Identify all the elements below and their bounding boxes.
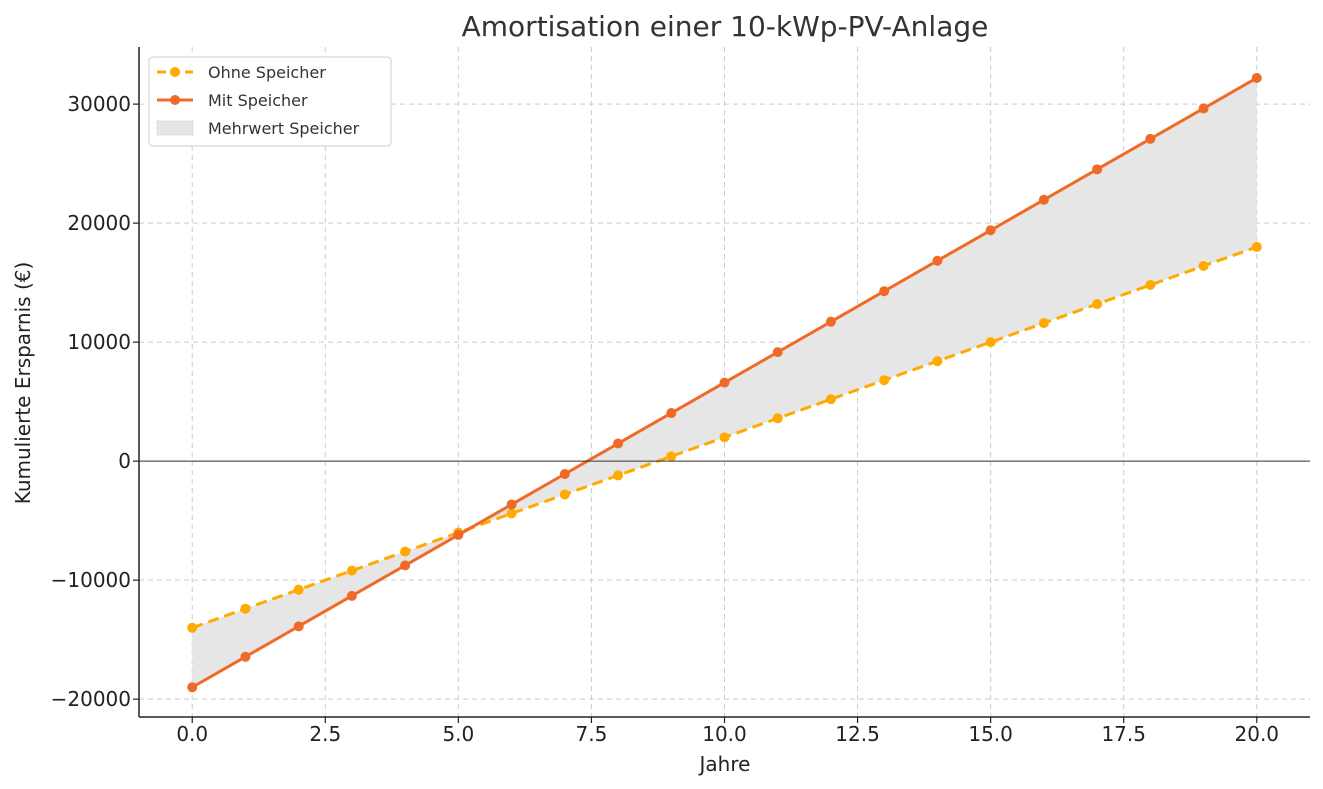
data-point-ohne-speicher xyxy=(506,508,517,519)
data-point-ohne-speicher xyxy=(293,584,304,595)
data-point-ohne-speicher xyxy=(1251,241,1262,252)
axes xyxy=(133,47,1310,723)
legend-item-ohne-speicher: Ohne Speicher xyxy=(157,63,326,82)
legend-marker-mit-speicher xyxy=(170,95,180,105)
y-tick-label: −20000 xyxy=(51,687,131,711)
y-tick-label: 20000 xyxy=(67,211,131,235)
data-point-mit-speicher xyxy=(613,438,624,449)
legend-item-mit-speicher: Mit Speicher xyxy=(157,91,308,110)
legend-label-ohne-speicher: Ohne Speicher xyxy=(208,63,326,82)
data-point-mit-speicher xyxy=(825,316,836,327)
data-point-mit-speicher xyxy=(240,651,251,662)
data-point-ohne-speicher xyxy=(932,356,943,367)
tick-labels: 0.0 2.5 5.0 7.5 10.0 12.5 15.0 17.5 20.0 −20000 −1… xyxy=(51,92,1279,746)
data-point-mit-speicher xyxy=(879,286,890,297)
data-point-mit-speicher xyxy=(1251,72,1262,83)
data-point-mit-speicher xyxy=(1038,194,1049,205)
data-point-mit-speicher xyxy=(1145,133,1156,144)
legend-label-mehrwert-speicher: Mehrwert Speicher xyxy=(208,119,360,138)
x-tick-label: 2.5 xyxy=(309,722,341,746)
legend-box xyxy=(148,56,392,147)
data-point-ohne-speicher xyxy=(346,565,357,576)
data-point-mit-speicher xyxy=(400,560,411,571)
data-point-ohne-speicher xyxy=(1038,318,1049,329)
x-tick-label: 0.0 xyxy=(176,722,208,746)
data-point-mit-speicher xyxy=(1198,103,1209,114)
data-point-mit-speicher xyxy=(187,682,198,693)
data-point-ohne-speicher xyxy=(400,546,411,557)
legend-swatch-mehrwert-speicher xyxy=(156,120,194,136)
y-axis-label: Kumulierte Ersparnis (€) xyxy=(11,262,35,505)
data-point-mit-speicher xyxy=(772,347,783,358)
legend-label-mit-speicher: Mit Speicher xyxy=(208,91,308,110)
data-point-mit-speicher xyxy=(985,225,996,236)
data-point-mit-speicher xyxy=(453,529,464,540)
data-point-mit-speicher xyxy=(293,621,304,632)
legend: Ohne Speicher Mit Speicher Mehrwert Spei… xyxy=(148,56,392,147)
chart-title: Amortisation einer 10-kWp-PV-Anlage xyxy=(462,10,989,43)
data-point-mit-speicher xyxy=(719,377,730,388)
data-point-mit-speicher xyxy=(932,255,943,266)
data-point-mit-speicher xyxy=(559,468,570,479)
data-point-ohne-speicher xyxy=(1198,260,1209,271)
y-tick-label: 30000 xyxy=(67,92,131,116)
data-point-ohne-speicher xyxy=(719,432,730,443)
legend-marker-ohne-speicher xyxy=(170,67,180,77)
x-tick-label: 17.5 xyxy=(1101,722,1146,746)
data-point-ohne-speicher xyxy=(985,337,996,348)
data-point-ohne-speicher xyxy=(772,413,783,424)
data-point-ohne-speicher xyxy=(1092,299,1103,310)
x-axis-label: Jahre xyxy=(698,752,751,776)
x-tick-label: 15.0 xyxy=(968,722,1013,746)
data-point-ohne-speicher xyxy=(559,489,570,500)
data-point-ohne-speicher xyxy=(240,603,251,614)
y-tick-label: 0 xyxy=(118,449,131,473)
data-point-ohne-speicher xyxy=(825,394,836,405)
series-mit-speicher xyxy=(187,72,1262,693)
data-point-mit-speicher xyxy=(506,499,517,510)
data-point-ohne-speicher xyxy=(187,622,198,633)
y-tick-label: 10000 xyxy=(67,330,131,354)
series-layer xyxy=(187,72,1262,693)
data-point-ohne-speicher xyxy=(666,451,677,462)
x-tick-label: 7.5 xyxy=(576,722,608,746)
data-point-ohne-speicher xyxy=(879,375,890,386)
x-tick-label: 10.0 xyxy=(702,722,747,746)
x-tick-label: 12.5 xyxy=(835,722,880,746)
data-point-mit-speicher xyxy=(346,590,357,601)
data-point-mit-speicher xyxy=(666,408,677,419)
data-point-mit-speicher xyxy=(1092,164,1103,175)
x-tick-label: 5.0 xyxy=(442,722,474,746)
data-point-ohne-speicher xyxy=(613,470,624,481)
y-tick-label: −10000 xyxy=(51,568,131,592)
data-point-ohne-speicher xyxy=(1145,280,1156,291)
legend-item-mehrwert-speicher: Mehrwert Speicher xyxy=(156,119,360,138)
x-tick-label: 20.0 xyxy=(1235,722,1280,746)
